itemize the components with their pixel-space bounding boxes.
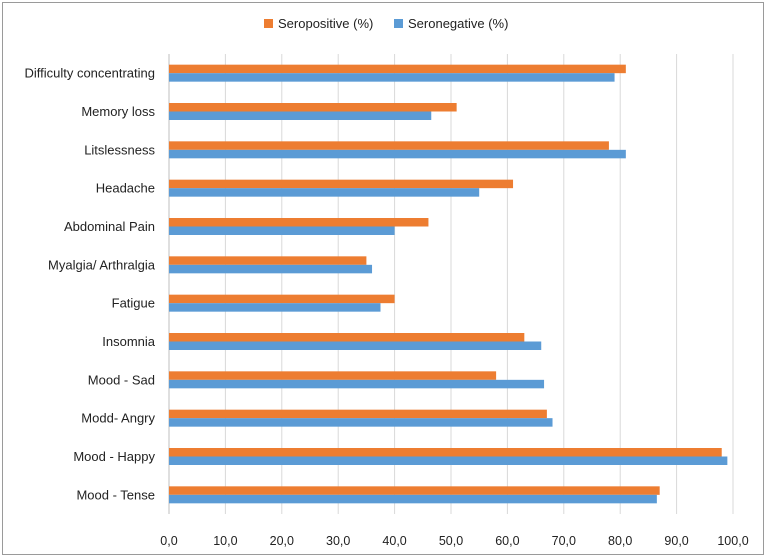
bar-seropositive xyxy=(169,218,429,227)
bar-seropositive xyxy=(169,294,395,304)
bar-seropositive xyxy=(169,256,367,265)
bar-seronegative xyxy=(169,494,657,504)
category-label: Difficulty concentrating xyxy=(24,66,155,81)
bar-seropositive xyxy=(169,141,609,150)
legend-label-seropositive: Seropositive (%) xyxy=(278,16,373,31)
bar-seronegative xyxy=(169,341,542,350)
bar-seronegative xyxy=(169,73,615,82)
x-tick-label: 40,0 xyxy=(382,534,406,548)
bar-seropositive xyxy=(169,179,514,189)
bar-seronegative xyxy=(169,149,626,159)
x-tick-label: 100,0 xyxy=(717,534,748,548)
bar-seropositive xyxy=(169,103,457,112)
category-label: Myalgia/ Arthralgia xyxy=(48,257,156,272)
x-tick-label: 60,0 xyxy=(495,534,519,548)
category-label: Mood - Tense xyxy=(76,487,155,502)
gridlines xyxy=(168,54,734,514)
bar-seropositive xyxy=(169,371,497,380)
x-tick-label: 20,0 xyxy=(270,534,294,548)
legend-swatch-seropositive xyxy=(264,19,273,28)
bar-seropositive xyxy=(169,486,660,495)
bars xyxy=(169,64,728,504)
legend-swatch-seronegative xyxy=(394,19,403,28)
bar-seronegative xyxy=(169,264,373,274)
category-label: Mood - Happy xyxy=(73,449,155,464)
bar-seropositive xyxy=(169,409,547,419)
category-label: Abdominal Pain xyxy=(64,219,155,234)
category-label: Mood - Sad xyxy=(88,372,155,387)
bar-seronegative xyxy=(169,226,395,235)
x-tick-label: 0,0 xyxy=(160,534,177,548)
category-label: Litslessness xyxy=(84,142,155,157)
bar-seronegative xyxy=(169,303,381,312)
x-tick-label: 10,0 xyxy=(213,534,237,548)
bar-seronegative xyxy=(169,418,553,427)
x-tick-label: 80,0 xyxy=(608,534,632,548)
bar-seronegative xyxy=(169,456,728,465)
legend: Seropositive (%) Seronegative (%) xyxy=(264,16,508,31)
x-axis-tick-labels: 0,0 10,0 20,0 30,0 40,0 50,0 60,0 70,0 80,0 90,0 1… xyxy=(160,534,748,548)
category-label: Insomnia xyxy=(102,334,156,349)
legend-label-seronegative: Seronegative (%) xyxy=(408,16,508,31)
bar-seronegative xyxy=(169,188,480,197)
bar-seropositive xyxy=(169,448,722,457)
category-label: Memory loss xyxy=(81,104,155,119)
bar-seropositive xyxy=(169,333,525,342)
x-tick-label: 90,0 xyxy=(664,534,688,548)
bar-seronegative xyxy=(169,111,432,120)
x-tick-label: 50,0 xyxy=(439,534,463,548)
x-tick-label: 70,0 xyxy=(552,534,576,548)
category-label: Headache xyxy=(96,181,155,196)
bar-seropositive xyxy=(169,64,626,74)
x-tick-label: 30,0 xyxy=(326,534,350,548)
category-labels: Difficulty concentrating Memory loss Litsl… xyxy=(24,66,155,503)
category-label: Modd- Angry xyxy=(81,411,155,426)
category-label: Fatigue xyxy=(112,296,155,311)
bar-seronegative xyxy=(169,379,545,389)
